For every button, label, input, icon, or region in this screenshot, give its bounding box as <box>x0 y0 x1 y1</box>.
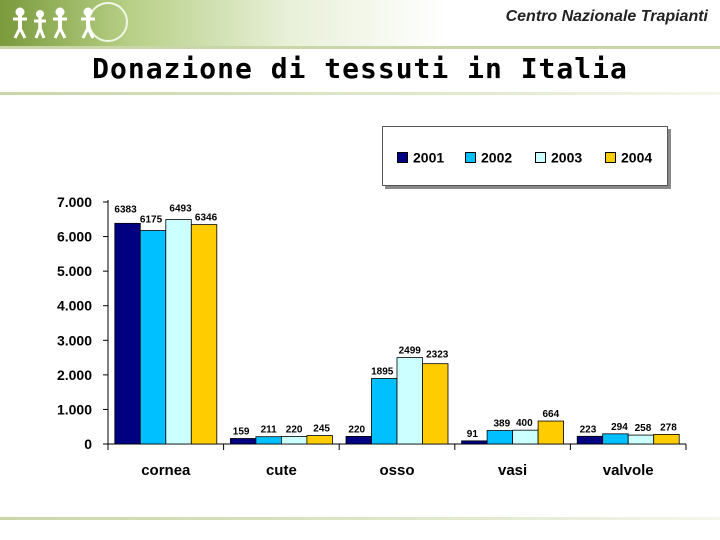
header-band: Centro Nazionale Trapianti <box>0 0 720 46</box>
data-label-valvole-2001: 223 <box>580 424 597 435</box>
data-label-cornea-2002: 6175 <box>140 215 163 226</box>
legend-swatch-2002 <box>465 151 476 163</box>
legend-item-2001: 2001 <box>397 149 445 166</box>
bar-osso-2002 <box>371 378 398 445</box>
bar-vasi-2001 <box>461 440 488 445</box>
legend-swatch-2001 <box>397 151 408 163</box>
data-label-vasi-2004: 664 <box>543 409 560 420</box>
org-name: Centro Nazionale Trapianti <box>505 8 708 25</box>
legend-swatch-2004 <box>605 151 616 163</box>
data-label-cute-2001: 159 <box>233 427 250 438</box>
bar-cornea-2001 <box>114 222 141 445</box>
x-category-label: cute <box>266 462 297 479</box>
bar-cute-2002 <box>255 436 282 445</box>
bar-cute-2003 <box>280 435 308 445</box>
y-tick-label: 6.000 <box>57 229 92 245</box>
x-category-label: cornea <box>141 462 191 479</box>
x-category-label: osso <box>379 462 414 479</box>
chart-legend: 2001 2002 2003 2004 <box>382 126 668 186</box>
data-label-cute-2002: 211 <box>261 425 278 436</box>
data-label-cornea-2004: 6346 <box>195 213 218 224</box>
y-tick-label: 2.000 <box>57 367 92 383</box>
bar-vasi-2004 <box>537 420 564 445</box>
header-divider <box>0 46 720 49</box>
x-category-label: vasi <box>498 462 527 479</box>
bar-osso-2003 <box>396 357 423 445</box>
bar-valvole-2003 <box>627 434 655 445</box>
bar-cute-2001 <box>229 438 257 445</box>
x-category-label: valvole <box>603 462 654 479</box>
y-tick-label: 5.000 <box>57 263 92 279</box>
slide-title: Donazione di tessuti in Italia <box>92 52 628 85</box>
title-divider <box>0 92 720 95</box>
legend-swatch-2003 <box>535 151 546 163</box>
data-label-vasi-2003: 400 <box>516 418 533 429</box>
bar-valvole-2004 <box>653 433 680 445</box>
bar-osso-2004 <box>422 363 449 445</box>
data-label-cornea-2001: 6383 <box>114 204 137 215</box>
y-tick-label: 0 <box>84 436 92 452</box>
legend-item-2004: 2004 <box>605 149 653 166</box>
bar-cornea-2003 <box>165 219 192 445</box>
y-tick-label: 4.000 <box>57 298 92 314</box>
data-label-osso-2001: 220 <box>348 424 365 435</box>
legend-label-2004: 2004 <box>621 149 653 166</box>
data-label-vasi-2001: 91 <box>467 429 479 440</box>
bar-osso-2001 <box>345 435 372 445</box>
data-label-osso-2004: 2323 <box>426 350 449 361</box>
bar-vasi-2003 <box>512 429 539 445</box>
y-tick-label: 3.000 <box>57 332 92 348</box>
y-tick-label: 7.000 <box>57 194 92 210</box>
data-label-valvole-2004: 278 <box>660 422 677 433</box>
footer-divider <box>0 517 720 520</box>
people-logo-icon <box>13 7 95 39</box>
bar-cornea-2002 <box>139 230 167 445</box>
data-label-osso-2002: 1895 <box>371 366 394 377</box>
legend-label-2003: 2003 <box>551 149 583 166</box>
data-label-cornea-2003: 6493 <box>169 204 192 215</box>
y-tick-label: 1.000 <box>57 401 92 417</box>
data-label-cute-2004: 245 <box>313 424 330 435</box>
data-label-osso-2003: 2499 <box>399 346 422 357</box>
legend-item-2003: 2003 <box>535 149 583 166</box>
legend-label-2001: 2001 <box>413 149 445 166</box>
data-label-valvole-2002: 294 <box>611 422 628 433</box>
bar-vasi-2002 <box>486 430 514 445</box>
bar-cornea-2004 <box>190 224 218 445</box>
legend-label-2002: 2002 <box>481 149 513 166</box>
bar-valvole-2002 <box>602 433 629 445</box>
bar-valvole-2001 <box>576 435 604 445</box>
legend-item-2002: 2002 <box>465 149 513 166</box>
data-label-cute-2003: 220 <box>286 424 303 435</box>
data-label-valvole-2003: 258 <box>635 423 652 434</box>
data-label-vasi-2002: 389 <box>494 419 511 430</box>
bar-cute-2004 <box>306 435 333 445</box>
